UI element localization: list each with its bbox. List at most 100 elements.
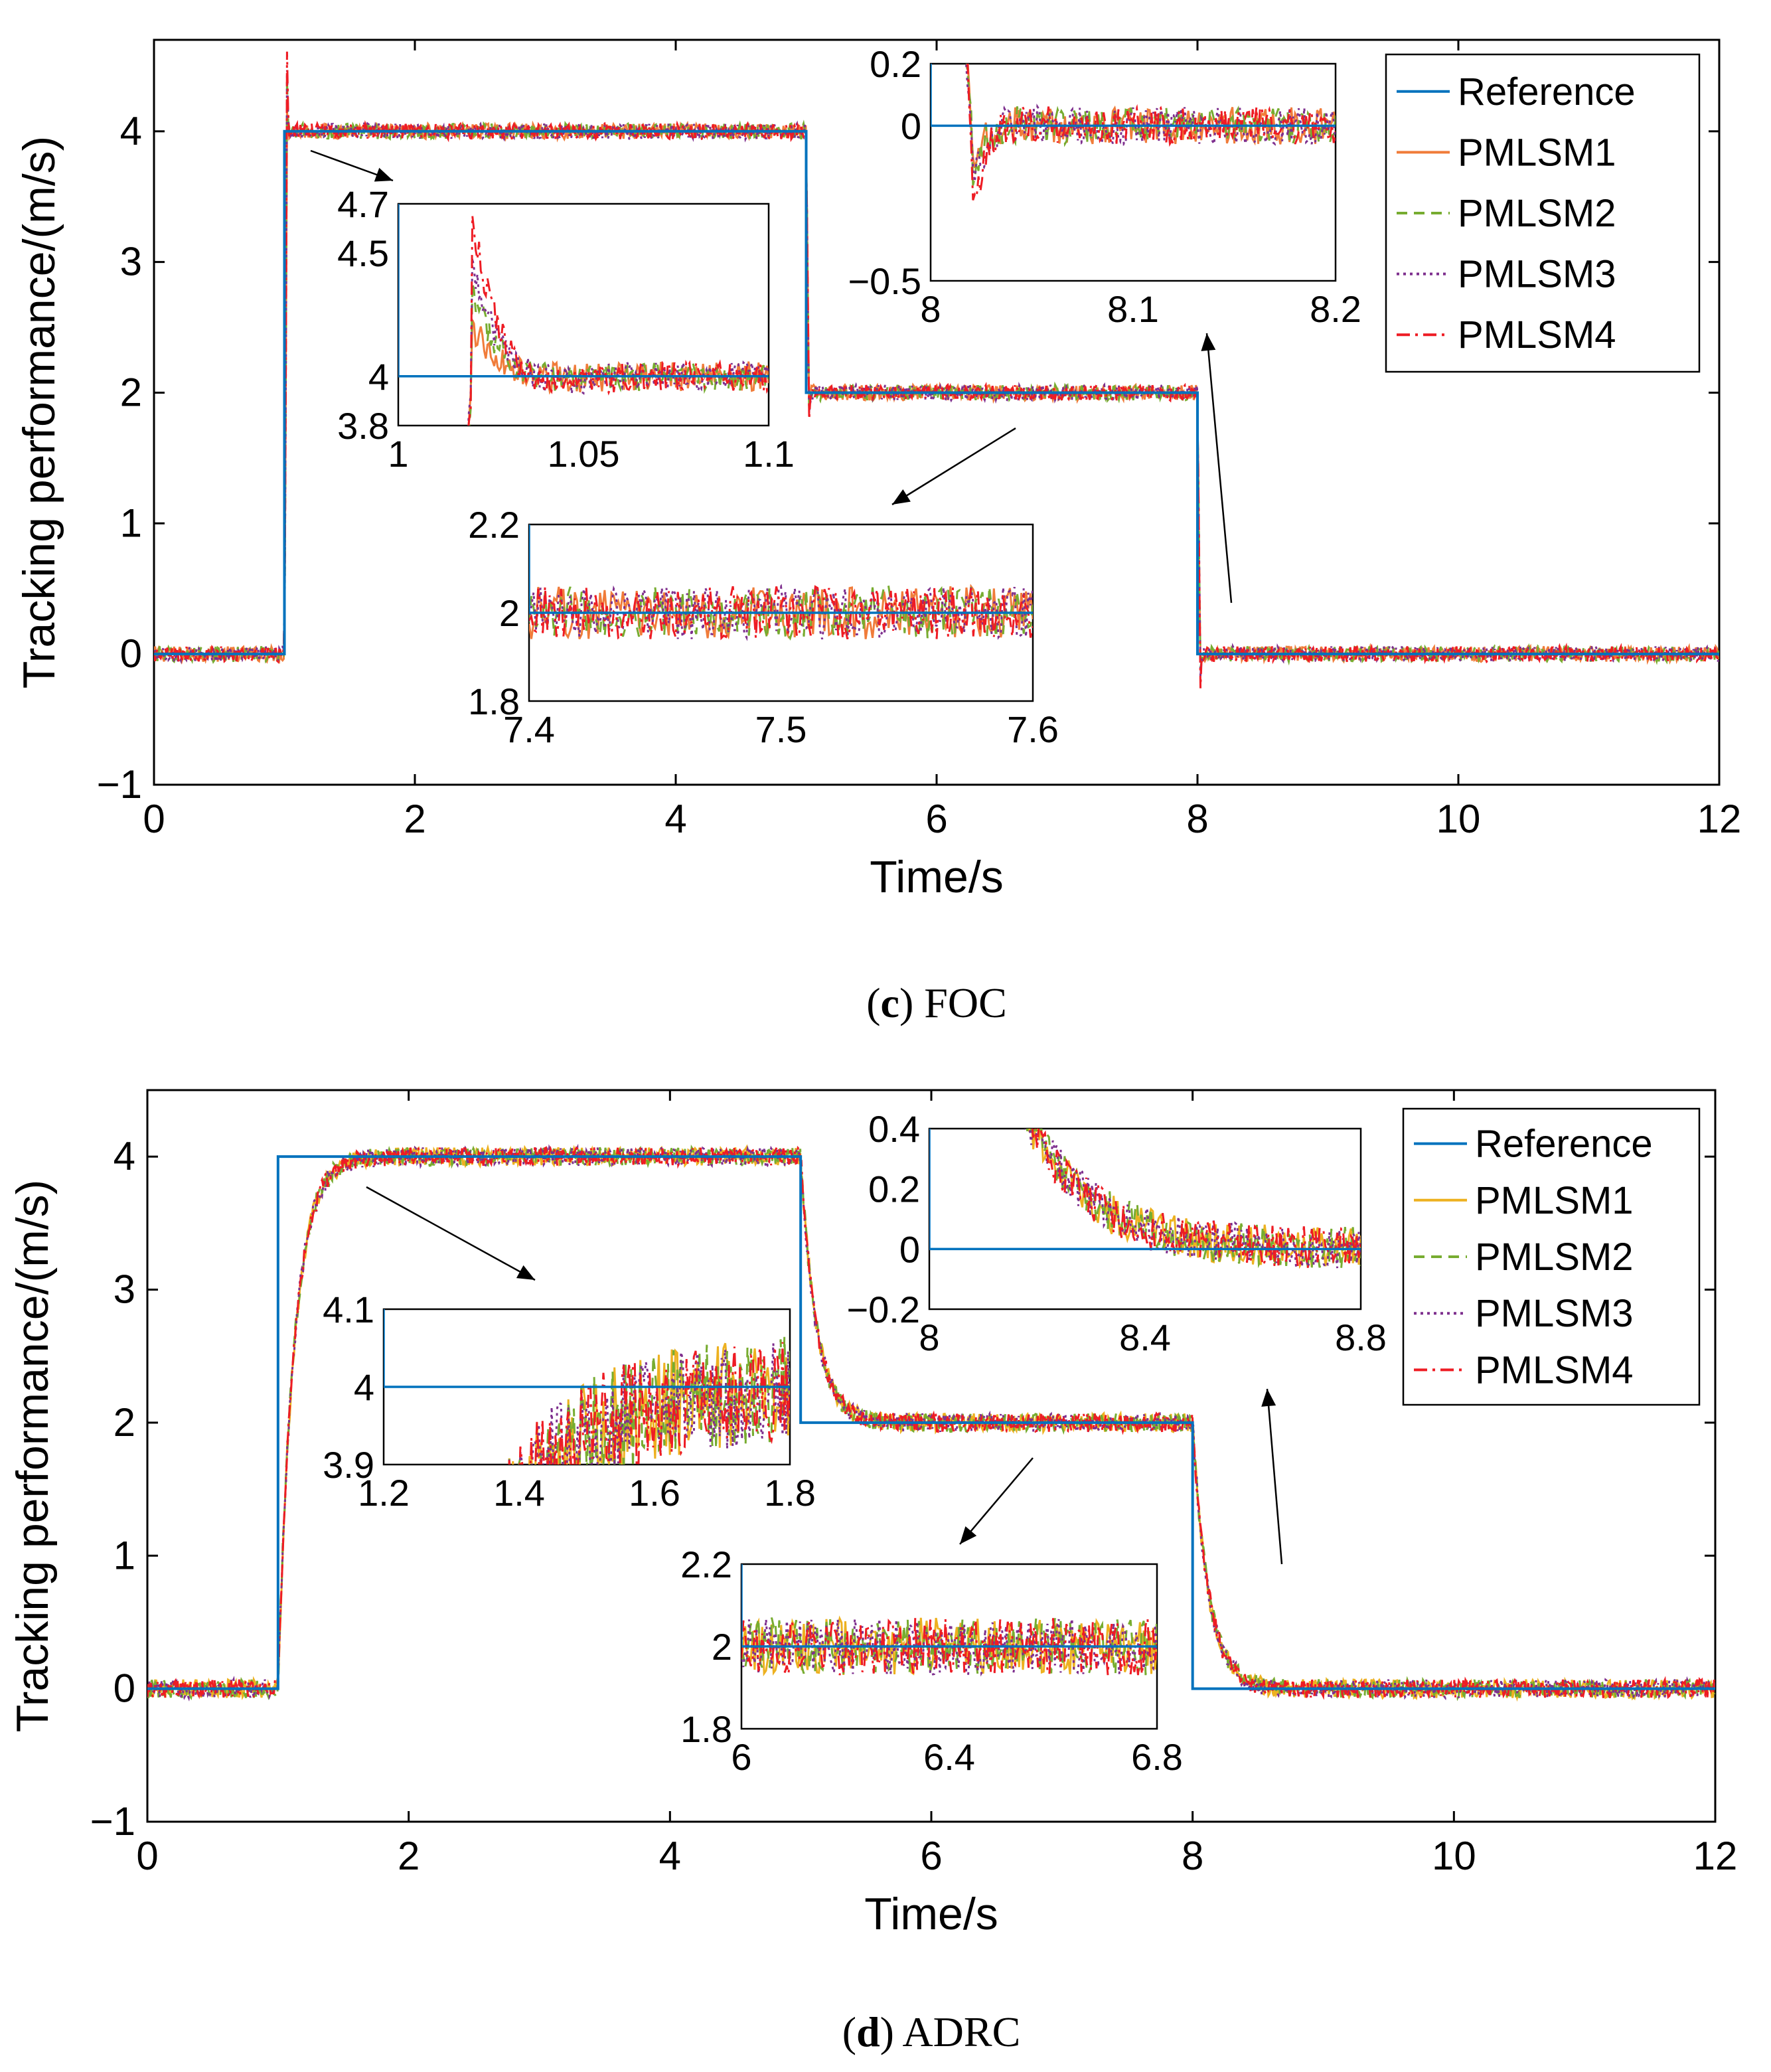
inset-y-tick-label: 0 (901, 105, 921, 147)
inset-series-pmlsm4 (508, 1342, 790, 1465)
legend-entry-pmlsm4: PMLSM4 (1458, 313, 1616, 357)
series-line-reference (154, 129, 1719, 656)
inset-series-pmlsm4 (741, 1617, 1157, 1678)
inset-series-pmlsm2 (741, 1617, 1157, 1676)
inset-y-tick-label: 4.7 (337, 183, 389, 225)
inset-y-tick-label: 0 (899, 1228, 920, 1270)
inset-x-tick-label: 8 (920, 288, 941, 330)
inset-x-tick-label: 8.4 (1119, 1316, 1171, 1358)
series-line-reference (147, 1155, 1715, 1690)
legend-entry-pmlsm1: PMLSM1 (1458, 131, 1616, 174)
inset-series-pmlsm4 (966, 64, 1336, 200)
inset-x-tick-label: 8 (919, 1316, 939, 1358)
inset-x-tick-label: 7.5 (755, 708, 807, 750)
inset-plot-1: 1.2 1.4 1.6 1.8 3.9 4 4.1 (323, 1289, 816, 1514)
y-tick-label: 3 (114, 1267, 135, 1312)
inset-series-reference (931, 64, 1336, 127)
inset-x-tick-label: 1.2 (358, 1472, 410, 1514)
caption-open: ( (866, 979, 880, 1026)
y-tick-label: 0 (120, 631, 142, 676)
inset-y-tick-label: −0.2 (846, 1289, 920, 1330)
inset-plot-3: 8 8.1 8.2 −0.5 0 0.2 (848, 43, 1361, 330)
inset-x-tick-label: 8.2 (1310, 288, 1361, 330)
inset-y-tick-label: 2.2 (468, 504, 520, 546)
legend: Reference PMLSM1 PMLSM2 PMLSM3 PMLSM4 (1385, 53, 1701, 373)
annotation-arrowhead (374, 167, 393, 182)
inset-series-pmlsm4 (529, 585, 1033, 641)
annotation-arrow (1205, 333, 1233, 603)
x-tick-label: 4 (659, 1834, 681, 1878)
inset-plot-3: 8 8.4 8.8 −0.2 0 0.2 0.4 (846, 1108, 1387, 1358)
x-tick-label: 0 (136, 1834, 158, 1878)
inset-series-reference (741, 1564, 1157, 1648)
caption-text: ADRC (902, 2008, 1020, 2055)
x-axis-label: Time/s (864, 1889, 998, 1939)
inset-y-tick-label: 4.1 (323, 1289, 374, 1330)
annotation-arrow (891, 427, 1016, 506)
inset-series-pmlsm3 (1024, 1129, 1361, 1269)
legend-entry-reference: Reference (1458, 70, 1636, 114)
x-tick-label: 2 (398, 1834, 420, 1878)
caption-open: ( (842, 2008, 856, 2055)
legend: Reference PMLSM1 PMLSM2 PMLSM3 PMLSM4 (1402, 1107, 1701, 1406)
y-axis-label: Tracking performance/(m/s) (14, 136, 64, 689)
inset-y-tick-label: 3.9 (323, 1444, 374, 1486)
y-tick-label: −1 (90, 1799, 135, 1844)
inset-x-tick-label: 7.6 (1007, 708, 1059, 750)
x-tick-label: 10 (1432, 1834, 1476, 1878)
inset-y-tick-label: 3.8 (337, 405, 389, 447)
y-tick-label: 4 (114, 1134, 135, 1178)
y-tick-label: 4 (120, 109, 142, 153)
inset-x-tick-label: 1.05 (548, 433, 620, 475)
inset-frame (397, 202, 770, 427)
legend-entry-pmlsm3: PMLSM3 (1475, 1292, 1634, 1335)
inset-y-tick-label: 4.5 (337, 232, 389, 274)
legend-entry-pmlsm1: PMLSM1 (1475, 1179, 1634, 1222)
annotation-arrowhead (960, 1526, 977, 1544)
inset-x-tick-label: 8.8 (1335, 1316, 1387, 1358)
series-layer (154, 51, 1719, 688)
caption-letter: c (881, 979, 899, 1026)
inset-series-pmlsm3 (467, 257, 769, 426)
caption-close: ) (880, 2008, 903, 2055)
inset-y-tick-label: 0.2 (868, 1168, 920, 1210)
inset-series-reference (398, 204, 769, 378)
annotation-arrowhead (1261, 1389, 1276, 1407)
inset-frame (929, 62, 1337, 282)
annotation-arrow (366, 1186, 536, 1281)
legend-entry-pmlsm2: PMLSM2 (1458, 192, 1616, 235)
inset-x-tick-label: 1.8 (764, 1472, 816, 1514)
series-line-pmlsm4 (147, 1143, 1715, 1700)
inset-x-tick-label: 1.4 (493, 1472, 545, 1514)
inset-series-pmlsm4 (1031, 1129, 1361, 1269)
annotation-arrowhead (516, 1265, 535, 1280)
inset-plot-2: 6 6.4 6.8 1.8 2 2.2 (680, 1544, 1183, 1778)
inset-x-tick-label: 6 (731, 1736, 751, 1778)
annotation-arrow (1266, 1388, 1283, 1565)
caption-text: FOC (924, 979, 1007, 1026)
y-tick-label: 2 (120, 370, 142, 414)
inset-y-tick-label: 4 (354, 1366, 374, 1408)
legend-entry-pmlsm3: PMLSM3 (1458, 253, 1616, 296)
x-tick-label: 12 (1697, 797, 1742, 841)
y-tick-label: 2 (114, 1400, 135, 1445)
inset-y-tick-label: 1.8 (468, 680, 520, 722)
inset-plot-1: 1 1.05 1.1 3.8 4 4.5 4.7 (337, 183, 795, 475)
x-tick-label: 8 (1186, 797, 1208, 841)
figure-caption: (c) FOC (866, 979, 1007, 1026)
annotation-arrowhead (1201, 333, 1216, 351)
inset-series-reference (529, 524, 1033, 614)
inset-series-pmlsm2 (1022, 1129, 1361, 1269)
x-tick-label: 6 (925, 797, 947, 841)
inset-series-pmlsm3 (964, 64, 1336, 183)
inset-series-pmlsm3 (508, 1343, 790, 1465)
x-tick-label: 4 (664, 797, 686, 841)
x-tick-label: 6 (920, 1834, 942, 1878)
inset-series-pmlsm1 (1028, 1129, 1361, 1269)
inset-y-tick-label: 2 (499, 592, 520, 634)
x-tick-label: 2 (404, 797, 425, 841)
inset-x-tick-label: 1.1 (743, 433, 795, 475)
